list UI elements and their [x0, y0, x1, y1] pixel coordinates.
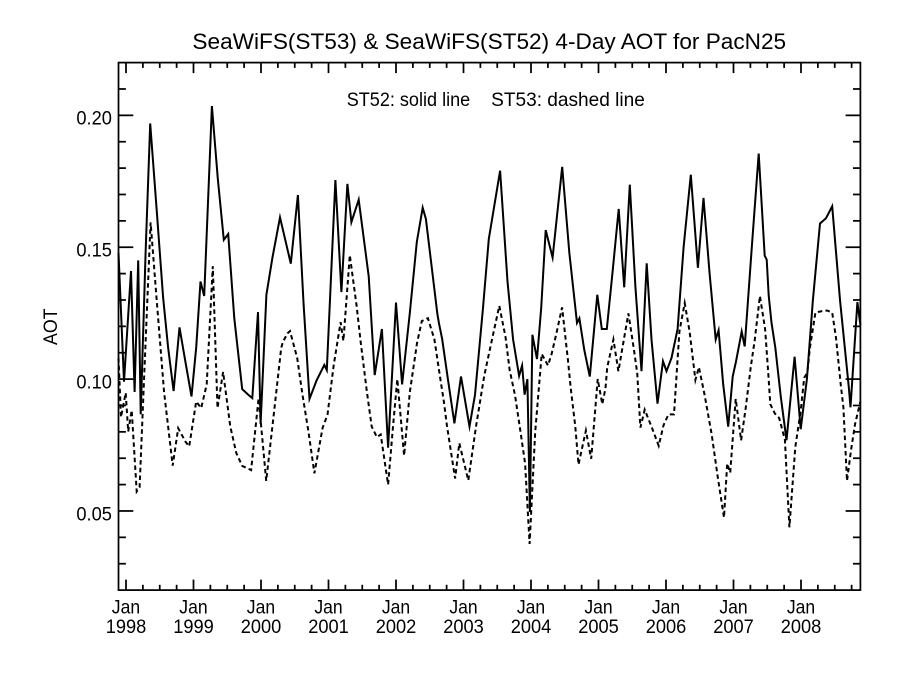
svg-text:Jan: Jan [652, 597, 680, 619]
svg-text:2008: 2008 [781, 616, 822, 638]
svg-text:Jan: Jan [247, 597, 275, 619]
svg-text:1999: 1999 [173, 616, 214, 638]
svg-text:Jan: Jan [719, 597, 747, 619]
svg-text:Jan: Jan [314, 597, 342, 619]
svg-text:2002: 2002 [376, 616, 417, 638]
svg-text:AOT: AOT [40, 308, 62, 345]
svg-text:SeaWiFS(ST53) & SeaWiFS(ST52): SeaWiFS(ST53) & SeaWiFS(ST52) 4-Day AOT … [192, 29, 786, 54]
svg-text:0.10: 0.10 [76, 371, 112, 393]
svg-text:2003: 2003 [443, 616, 484, 638]
svg-text:Jan: Jan [787, 597, 815, 619]
svg-text:Jan: Jan [382, 597, 410, 619]
svg-text:Jan: Jan [517, 597, 545, 619]
svg-text:Jan: Jan [449, 597, 477, 619]
svg-text:Jan: Jan [584, 597, 612, 619]
svg-text:0.05: 0.05 [76, 503, 112, 525]
svg-text:1998: 1998 [106, 616, 147, 638]
svg-text:2005: 2005 [578, 616, 619, 638]
svg-text:2000: 2000 [241, 616, 282, 638]
svg-text:ST53: dashed line: ST53: dashed line [491, 89, 645, 111]
svg-text:2001: 2001 [308, 616, 349, 638]
svg-text:Jan: Jan [179, 597, 207, 619]
svg-text:0.15: 0.15 [76, 240, 112, 262]
svg-text:0.20: 0.20 [76, 108, 112, 130]
svg-text:2004: 2004 [511, 616, 552, 638]
svg-text:2006: 2006 [646, 616, 687, 638]
svg-text:ST52: solid line: ST52: solid line [347, 89, 471, 111]
svg-text:Jan: Jan [112, 597, 140, 619]
svg-text:2007: 2007 [713, 616, 754, 638]
